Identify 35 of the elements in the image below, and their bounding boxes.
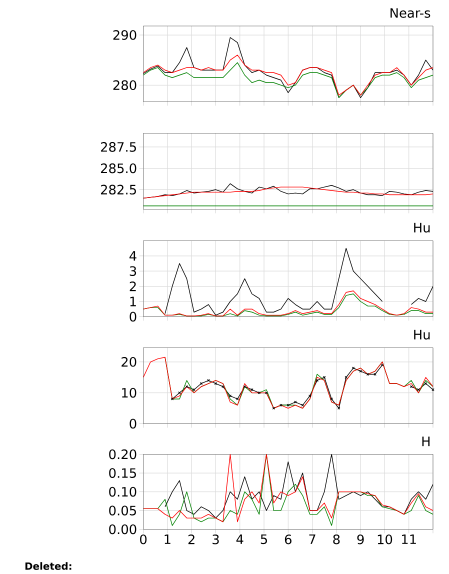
x-tick-label: 9 — [357, 534, 364, 544]
chart-title: Near-s — [390, 8, 430, 18]
y-tick-label: 10 — [122, 388, 136, 398]
y-tick-label: 4 — [129, 251, 136, 261]
y-tick-label: 2 — [130, 281, 136, 292]
x-tick-label: 1 — [164, 534, 170, 544]
y-tick-label: 0.15 — [109, 468, 136, 478]
x-tick-label: 0 — [140, 534, 147, 544]
x-tick-label: 5 — [260, 534, 267, 544]
x-tick-label: 2 — [188, 534, 194, 544]
x-tick-label: 11 — [402, 534, 416, 544]
chart-title: H — [422, 436, 430, 446]
x-tick-label: 3 — [212, 534, 219, 544]
text: Deleted: — [25, 562, 72, 570]
x-tick-label: 10 — [378, 534, 392, 544]
x-tick-label: 4 — [236, 534, 244, 544]
y-tick-label: 0.00 — [109, 524, 136, 534]
chart-title: Hu — [414, 330, 430, 340]
x-tick-label: 8 — [333, 534, 340, 544]
y-tick-label: 0 — [130, 312, 136, 322]
y-tick-label: 290 — [113, 30, 136, 40]
y-tick-label: 282.5 — [100, 184, 136, 195]
y-tick-label: 287.5 — [100, 142, 136, 152]
y-tick-label: 1 — [130, 296, 136, 306]
y-tick-label: 0 — [130, 418, 136, 429]
y-tick-label: 20 — [122, 357, 136, 367]
y-tick-label: 285.0 — [100, 163, 136, 174]
y-tick-label: 0.05 — [109, 506, 136, 516]
y-tick-label: 0.20 — [109, 449, 136, 460]
y-tick-label: 0.10 — [109, 486, 136, 497]
x-tick-label: 6 — [284, 534, 292, 544]
chart-title: Hu — [414, 222, 430, 233]
x-tick-label: 7 — [309, 534, 316, 544]
y-tick-label: 3 — [130, 266, 136, 276]
y-tick-label: 280 — [113, 80, 136, 90]
